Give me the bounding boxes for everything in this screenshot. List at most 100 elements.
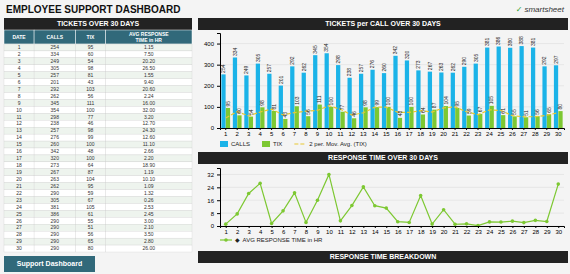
table-cell bbox=[75, 176, 105, 183]
bar bbox=[531, 48, 535, 128]
tick-mark bbox=[272, 226, 273, 228]
tick-mark bbox=[455, 128, 456, 130]
table-cell bbox=[34, 65, 75, 72]
table-cell-label: 3.50 bbox=[144, 231, 154, 237]
x-tick: 14 bbox=[372, 226, 379, 235]
table-cell-label: 104 bbox=[86, 176, 95, 182]
legend: ◆ AVG RESPONSE TIME in HR bbox=[220, 237, 323, 243]
bar bbox=[237, 115, 241, 128]
y-axis: 0100200300400 bbox=[204, 34, 221, 132]
table-cell-label: 12.60 bbox=[143, 134, 156, 140]
bar bbox=[325, 53, 329, 128]
data-label: 56 bbox=[305, 109, 311, 115]
data-label: 51 bbox=[523, 110, 529, 116]
bar bbox=[416, 70, 420, 128]
data-label: 380 bbox=[507, 38, 513, 47]
x-tick: 24 bbox=[486, 128, 493, 137]
table-cell bbox=[34, 120, 75, 127]
marker bbox=[522, 221, 526, 225]
grid-line bbox=[220, 187, 564, 188]
tick-label: 29 bbox=[543, 131, 550, 137]
marker bbox=[407, 221, 411, 225]
data-label: 276 bbox=[369, 60, 375, 69]
bar bbox=[428, 72, 432, 128]
table-cell bbox=[34, 162, 75, 169]
table-cell bbox=[4, 155, 34, 162]
tick-mark bbox=[500, 128, 501, 130]
data-label: 305 bbox=[255, 54, 261, 63]
tick-mark bbox=[409, 226, 410, 228]
table-cell bbox=[106, 210, 192, 217]
data-label: 55 bbox=[511, 109, 517, 115]
tick-label: 0 bbox=[211, 223, 215, 229]
table-cell-label: 55 bbox=[88, 218, 94, 224]
bar bbox=[375, 107, 379, 128]
data-label: 249 bbox=[243, 65, 249, 74]
table-cell-label: 257 bbox=[51, 72, 60, 78]
table-cell bbox=[34, 72, 75, 79]
tick-mark bbox=[512, 128, 513, 130]
table-cell bbox=[4, 120, 34, 127]
table-cell bbox=[75, 210, 105, 217]
x-tick: 6 bbox=[282, 226, 286, 235]
table-cell bbox=[75, 44, 105, 51]
table-cell bbox=[75, 155, 105, 162]
data-label: 260 bbox=[381, 63, 387, 72]
tick-label: 14 bbox=[372, 229, 379, 235]
table-cell-label: 1.15 bbox=[144, 44, 154, 50]
bar bbox=[497, 47, 501, 128]
x-tick: 20 bbox=[441, 226, 448, 235]
table-cell bbox=[4, 162, 34, 169]
tick-label: 24 bbox=[207, 185, 214, 191]
x-tick: 18 bbox=[418, 226, 425, 235]
x-tick: 2 bbox=[236, 128, 240, 137]
tick-mark bbox=[295, 226, 296, 228]
table-cell bbox=[4, 113, 34, 120]
table-cell-label: 2.66 bbox=[144, 148, 154, 154]
marker bbox=[511, 219, 515, 223]
header-title: TICKETS OVER 30 DAYS bbox=[57, 20, 140, 27]
x-tick: 29 bbox=[543, 128, 550, 137]
tick-label: 21 bbox=[452, 229, 459, 235]
data-label: 60 bbox=[236, 108, 242, 114]
marker bbox=[384, 206, 388, 210]
table-cell-label: 20.20 bbox=[143, 58, 156, 64]
tick-mark bbox=[340, 226, 341, 228]
table-cell-label: 305 bbox=[51, 65, 60, 71]
x-tick: 19 bbox=[429, 226, 436, 235]
table-cell-label: 260 bbox=[51, 141, 60, 147]
tick-label: 4 bbox=[258, 131, 262, 137]
table-cell-label: 61 bbox=[88, 211, 94, 217]
bar bbox=[233, 57, 237, 128]
table-cell bbox=[34, 86, 75, 93]
data-label: 254 bbox=[220, 64, 226, 73]
bar bbox=[306, 116, 310, 128]
table-cell-label: 238 bbox=[51, 120, 60, 126]
table-cell bbox=[34, 245, 75, 252]
table-cell-label: 16.00 bbox=[143, 100, 156, 106]
bar bbox=[558, 111, 562, 128]
tick-label: 27 bbox=[521, 131, 528, 137]
tick-mark bbox=[523, 128, 524, 130]
x-tick: 29 bbox=[544, 226, 551, 235]
data-label: 386 bbox=[495, 36, 501, 45]
bar bbox=[398, 118, 402, 128]
y-tick: 300 bbox=[204, 62, 220, 68]
axis-line bbox=[221, 129, 565, 131]
tick-mark bbox=[340, 128, 341, 130]
table-cell-label: 334 bbox=[51, 51, 60, 57]
data-label: 342 bbox=[392, 46, 398, 55]
data-label: 305 bbox=[473, 54, 479, 63]
table-cell-label: 67 bbox=[88, 197, 94, 203]
table-cell bbox=[34, 231, 75, 238]
data-label: 334 bbox=[232, 47, 238, 56]
tick-mark bbox=[283, 226, 284, 228]
x-tick: 10 bbox=[326, 226, 333, 235]
legend-label: 2 per. Mov. Avg. (TIX) bbox=[309, 141, 366, 147]
table-cell-label: 15 bbox=[16, 141, 22, 147]
table-cell bbox=[4, 141, 34, 148]
table-cell-label: 2.20 bbox=[144, 155, 154, 161]
bar bbox=[478, 114, 482, 128]
table-cell-label: 17 bbox=[16, 155, 22, 161]
tick-mark bbox=[217, 213, 220, 214]
